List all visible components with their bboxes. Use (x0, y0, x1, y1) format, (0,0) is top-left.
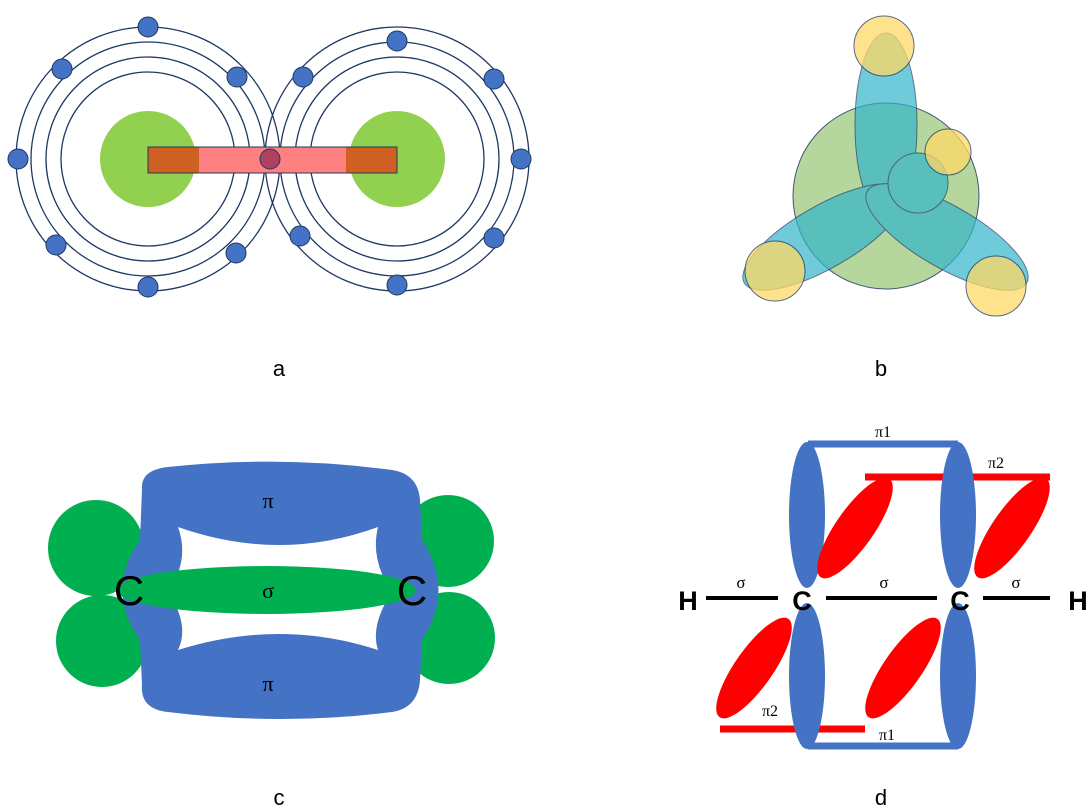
panel-c: π σ π C C c (48, 461, 495, 809)
label-sigma: σ (262, 578, 274, 603)
sigma-bond (116, 566, 416, 614)
label-sigma-cc: σ (879, 573, 888, 592)
caption-b: b (875, 356, 887, 381)
overlap-left (148, 147, 199, 173)
blue-p-lobes (789, 442, 976, 749)
atom-c-right-d: C (950, 586, 970, 616)
label-pi-bottom: π (262, 671, 273, 696)
label-sigma-ch: σ (1011, 573, 1020, 592)
atom-c-left-d: C (792, 586, 812, 616)
atom-c-right: C (397, 567, 427, 614)
atom-h-left: H (678, 586, 698, 616)
electrons (7, 16, 532, 298)
red-p-lobes (716, 477, 1050, 719)
label-pi1-bottom: π1 (879, 727, 895, 744)
label-pi1-top: π1 (875, 424, 891, 441)
hydrogen-spheres (744, 15, 1027, 317)
label-pi2-bottom: π2 (762, 703, 778, 720)
panel-a: a (7, 16, 532, 381)
panel-d: H C C H σ σ σ π1 π2 π2 π1 d (678, 424, 1087, 809)
pi-bond-shape (122, 461, 439, 719)
pi1-connectors (808, 440, 958, 750)
atom-c-left: C (114, 567, 144, 614)
label-sigma-hc: σ (736, 573, 745, 592)
caption-a: a (273, 356, 286, 381)
overlap-right (346, 147, 397, 173)
atom-h-right: H (1068, 586, 1087, 616)
label-pi2-top: π2 (988, 455, 1004, 472)
label-pi-top: π (262, 488, 273, 513)
caption-d: d (875, 785, 887, 809)
panel-b: b (742, 15, 1029, 381)
caption-c: c (274, 785, 285, 809)
